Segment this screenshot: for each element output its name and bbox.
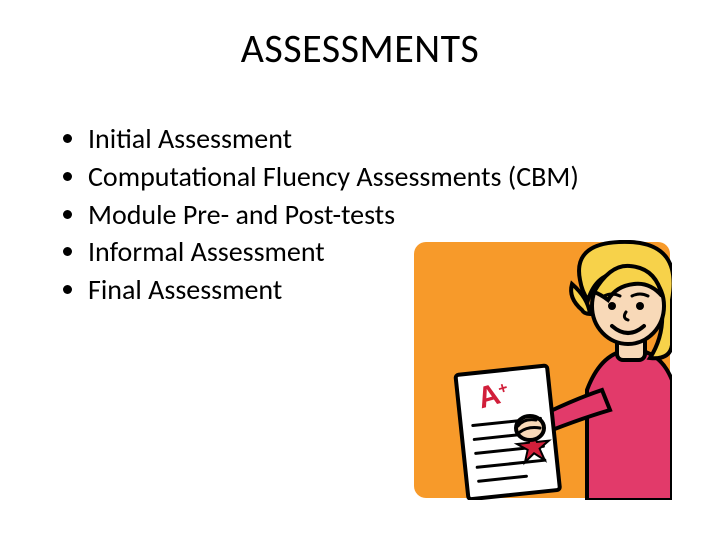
list-item: Initial Assessment [88, 120, 579, 158]
list-item: Module Pre- and Post-tests [88, 196, 579, 234]
clipart-eye [608, 302, 616, 310]
slide-title: ASSESSMENTS [0, 24, 720, 73]
clipart-girl-with-paper: A + [412, 240, 672, 500]
clipart-eye [636, 302, 644, 310]
slide: ASSESSMENTS Initial Assessment Computati… [0, 0, 720, 540]
clipart-shirt [587, 350, 672, 500]
list-item: Computational Fluency Assessments (CBM) [88, 158, 579, 196]
